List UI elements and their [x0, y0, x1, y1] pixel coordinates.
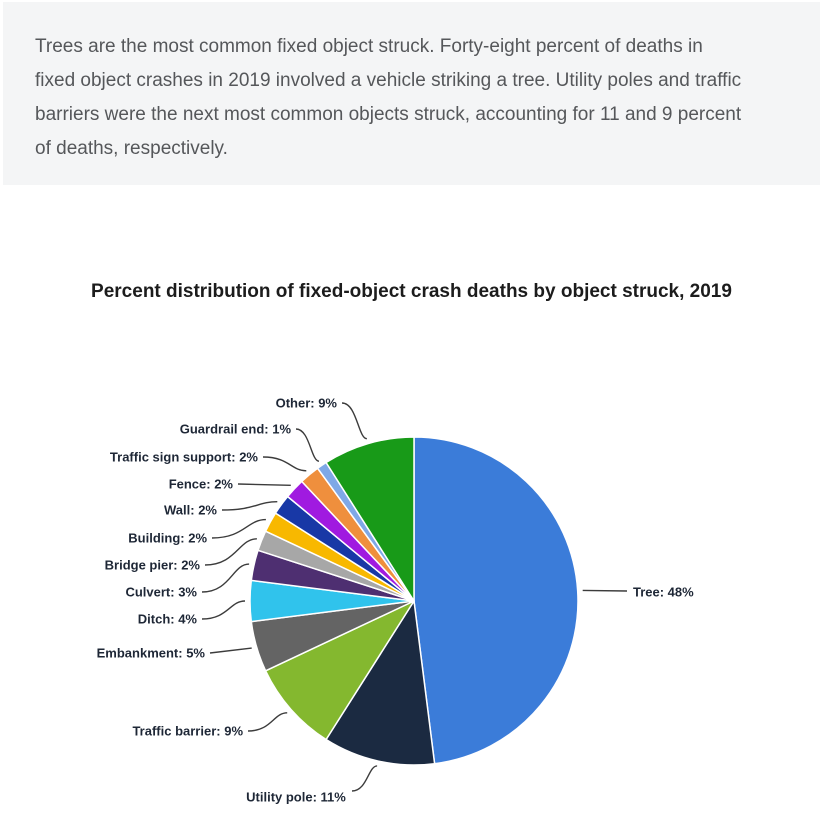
- slice-label-bridge-pier: Bridge pier: 2%: [105, 558, 201, 573]
- pie-chart: Tree: 48% Utility pole: 11% Traffic barrie…: [97, 396, 695, 805]
- leader-line-traffic-barrier: [247, 712, 288, 732]
- slice-label-utility-pole: Utility pole: 11%: [246, 790, 346, 805]
- slice-label-guardrail-end: Guardrail end: 1%: [180, 422, 292, 437]
- intro-text: Trees are the most common fixed object s…: [35, 36, 742, 159]
- slice-label-other: Other: 9%: [276, 396, 338, 411]
- intro-callout: Trees are the most common fixed object s…: [3, 2, 820, 185]
- leader-line-guardrail-end: [295, 428, 320, 462]
- pie-slice-tree: [413, 436, 579, 765]
- slice-label-wall: Wall: 2%: [164, 503, 217, 518]
- leader-line-wall: [221, 501, 278, 511]
- pie-slice-traffic-barrier: [264, 600, 415, 741]
- slice-label-ditch: Ditch: 4%: [138, 612, 198, 627]
- chart-title: Percent distribution of fixed-object cra…: [91, 281, 732, 302]
- slice-label-traffic-barrier: Traffic barrier: 9%: [132, 724, 243, 739]
- pie-slice-utility-pole: [325, 600, 436, 766]
- slice-label-building: Building: 2%: [128, 531, 207, 546]
- pie-slice-other: [325, 436, 415, 602]
- leader-line-other: [341, 402, 368, 440]
- leader-line-culvert: [201, 563, 250, 593]
- slice-label-tree: Tree: 48%: [633, 585, 694, 600]
- leader-line-building: [211, 518, 266, 539]
- leader-line-embankment: [209, 647, 252, 654]
- slice-label-culvert: Culvert: 3%: [125, 585, 197, 600]
- slice-label-traffic-sign-support: Traffic sign support: 2%: [110, 450, 259, 465]
- slice-label-fence: Fence: 2%: [169, 477, 234, 492]
- leader-line-fence: [237, 483, 291, 486]
- leader-line-ditch: [201, 600, 246, 620]
- leader-line-bridge-pier: [204, 538, 257, 566]
- leader-line-utility-pole: [351, 765, 378, 792]
- slice-label-embankment: Embankment: 5%: [97, 646, 206, 661]
- leader-line-tree: [582, 589, 628, 592]
- leader-line-traffic-sign-support: [262, 456, 307, 472]
